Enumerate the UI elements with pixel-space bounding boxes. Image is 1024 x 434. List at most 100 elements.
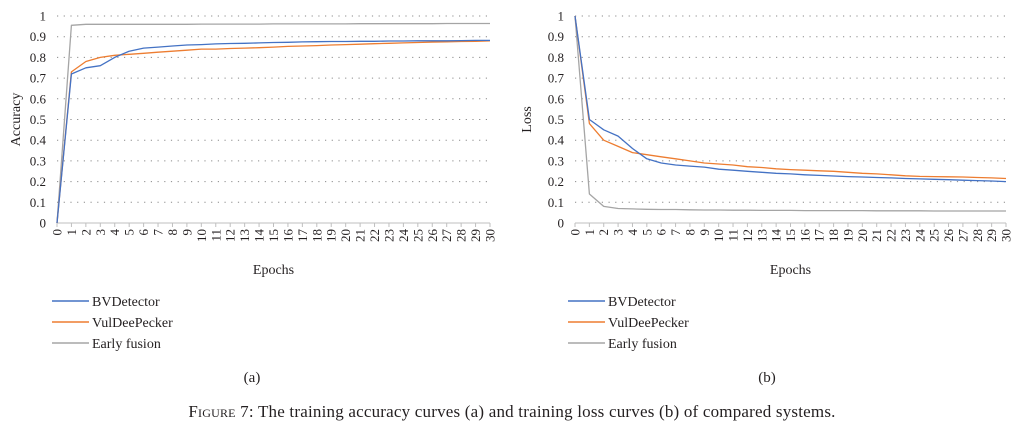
x-tick-label: 16 — [797, 229, 812, 243]
x-tick-label: 26 — [425, 229, 440, 243]
x-tick-label: 28 — [970, 229, 985, 242]
x-tick-label: 29 — [468, 229, 483, 242]
y-tick-label: 0.1 — [548, 195, 564, 210]
series-line-early-fusion — [56, 22, 490, 224]
x-tick-label: 5 — [639, 229, 654, 236]
x-tick-label: 15 — [266, 229, 281, 242]
x-tick-label: 22 — [884, 229, 899, 242]
x-tick-label: 18 — [826, 229, 841, 242]
x-tick-label: 21 — [353, 229, 368, 242]
x-tick-label: 25 — [927, 229, 942, 242]
x-tick-label: 16 — [280, 229, 295, 243]
y-tick-label: 0.1 — [30, 195, 46, 210]
x-tick-label: 3 — [611, 229, 626, 236]
x-tick-label: 12 — [740, 229, 755, 242]
legend-label-early-fusion: Early fusion — [608, 337, 677, 352]
x-tick-label: 14 — [252, 229, 267, 243]
figure: 00.10.20.30.40.50.60.70.80.910 1 2 3 4 5 6 7 8 9 1… — [9, 9, 1014, 387]
y-tick-label: 0.7 — [30, 71, 47, 86]
x-tick-label: 30 — [483, 229, 498, 242]
x-tick-label: 13 — [754, 229, 769, 242]
x-tick-label: 30 — [999, 229, 1014, 242]
x-tick-label: 22 — [367, 229, 382, 242]
caption-label: Figure 7: — [188, 402, 254, 421]
x-tick-label: 25 — [410, 229, 425, 242]
x-tick-label: 29 — [984, 229, 999, 242]
x-tick-label: 15 — [783, 229, 798, 242]
y-axis-title: Loss — [520, 106, 535, 132]
y-tick-label: 0.2 — [548, 174, 564, 189]
x-tick-label: 27 — [955, 229, 970, 243]
x-tick-label: 0 — [50, 229, 65, 236]
y-tick-label: 0.4 — [548, 133, 565, 148]
y-tick-label: 0 — [558, 216, 565, 231]
panel-label: (b) — [758, 370, 776, 386]
y-tick-label: 0.5 — [30, 112, 46, 127]
x-tick-label: 20 — [855, 229, 870, 242]
y-tick-label: 0.9 — [30, 29, 46, 44]
x-tick-label: 17 — [295, 229, 310, 243]
x-tick-label: 11 — [208, 229, 223, 242]
x-tick-label: 23 — [381, 229, 396, 242]
x-tick-label: 2 — [596, 229, 611, 236]
figure-caption: Figure 7: The training accuracy curves (… — [0, 402, 1024, 422]
series-line-vuldeepecker — [574, 15, 1007, 180]
x-tick-label: 9 — [179, 229, 194, 236]
legend-label-vuldeepecker: VulDeePecker — [608, 316, 689, 331]
x-tick-label: 12 — [223, 229, 238, 242]
series-line-early-fusion — [574, 15, 1006, 212]
x-tick-label: 4 — [625, 229, 640, 236]
y-tick-label: 1 — [558, 9, 565, 24]
x-tick-label: 1 — [582, 229, 597, 236]
x-tick-label: 8 — [165, 229, 180, 236]
y-tick-label: 0.2 — [30, 174, 46, 189]
legend-label-bvdetector: BVDetector — [608, 295, 676, 310]
x-tick-label: 10 — [194, 229, 209, 242]
y-tick-label: 0.5 — [548, 112, 564, 127]
x-tick-label: 24 — [396, 229, 411, 243]
y-tick-label: 0 — [40, 216, 47, 231]
x-tick-label: 7 — [668, 229, 683, 236]
chart-panel-a: 00.10.20.30.40.50.60.70.80.910 1 2 3 4 5 6 7 8 9 1… — [9, 9, 498, 387]
x-tick-label: 28 — [454, 229, 469, 242]
y-tick-label: 0.8 — [548, 50, 564, 65]
series-line-bvdetector — [574, 15, 1007, 183]
x-tick-label: 8 — [682, 229, 697, 236]
legend-label-vuldeepecker: VulDeePecker — [92, 316, 173, 331]
y-tick-label: 0.6 — [30, 91, 47, 106]
y-axis-title: Accuracy — [9, 93, 24, 147]
chart-panel-b: 00.10.20.30.40.50.60.70.80.910 1 2 3 4 5 6 7 8 9 1… — [520, 9, 1014, 387]
y-tick-label: 0.8 — [30, 50, 46, 65]
x-tick-label: 20 — [338, 229, 353, 242]
y-tick-label: 0.4 — [30, 133, 47, 148]
caption-text: The training accuracy curves (a) and tra… — [257, 402, 836, 421]
x-tick-label: 26 — [941, 229, 956, 243]
x-tick-label: 13 — [237, 229, 252, 242]
legend-label-early-fusion: Early fusion — [92, 337, 161, 352]
x-tick-label: 17 — [812, 229, 827, 243]
x-tick-label: 18 — [309, 229, 324, 242]
x-tick-label: 11 — [726, 229, 741, 242]
x-tick-label: 14 — [769, 229, 784, 243]
y-tick-label: 0.9 — [548, 29, 564, 44]
x-tick-label: 19 — [840, 229, 855, 242]
y-tick-label: 0.3 — [548, 153, 564, 168]
legend-label-bvdetector: BVDetector — [92, 295, 160, 310]
y-tick-label: 0.6 — [548, 91, 565, 106]
x-tick-label: 6 — [136, 229, 151, 236]
y-tick-label: 0.7 — [548, 71, 565, 86]
x-tick-label: 24 — [912, 229, 927, 243]
panel-label: (a) — [244, 370, 261, 386]
x-axis-title: Epochs — [253, 263, 294, 278]
x-tick-label: 0 — [568, 229, 583, 236]
series-line-bvdetector — [56, 39, 490, 224]
series-line-vuldeepecker — [56, 40, 491, 224]
x-tick-label: 6 — [654, 229, 669, 236]
x-tick-label: 3 — [93, 229, 108, 236]
x-tick-label: 19 — [324, 229, 339, 242]
x-axis-title: Epochs — [770, 263, 811, 278]
x-tick-label: 23 — [898, 229, 913, 242]
x-tick-label: 9 — [697, 229, 712, 236]
x-tick-label: 21 — [869, 229, 884, 242]
x-tick-label: 5 — [122, 229, 137, 236]
